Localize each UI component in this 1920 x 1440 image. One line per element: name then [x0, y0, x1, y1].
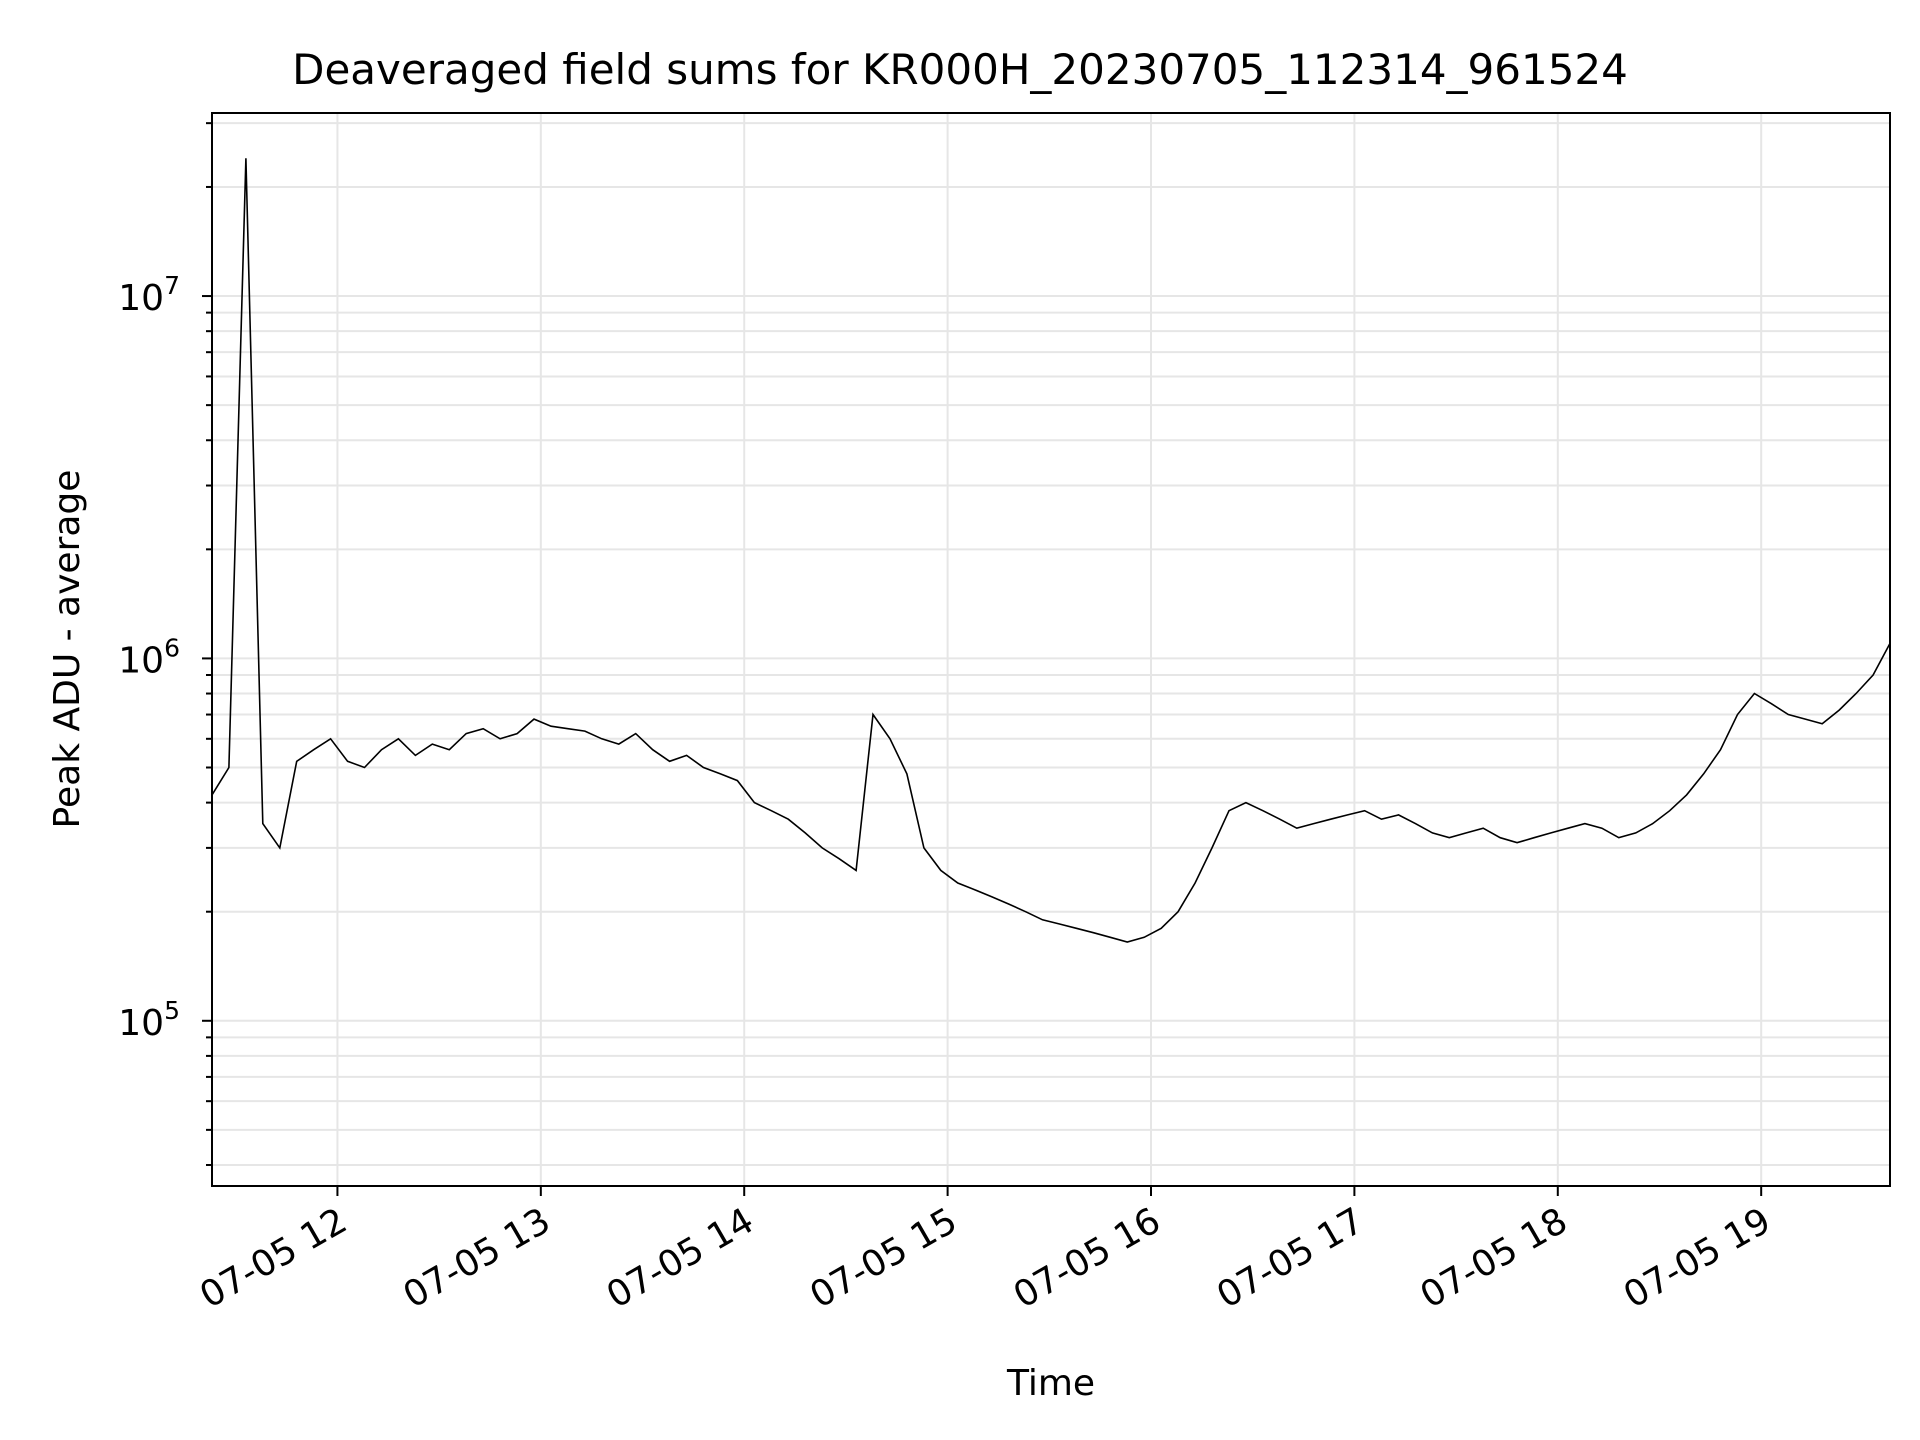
y-tick-label: 107	[118, 271, 180, 319]
plot-frame	[211, 112, 1891, 1187]
chart-title: Deaveraged field sums for KR000H_2023070…	[292, 45, 1628, 94]
x-tick-label: 07-05 13	[397, 1200, 558, 1316]
y-axis-label: Peak ADU - average	[47, 470, 88, 829]
x-tick-label: 07-05 15	[803, 1200, 964, 1316]
series-layer	[211, 158, 1891, 943]
x-axis: 07-05 12 07-05 13 07-05 14 07-05 15 07-05 16…	[193, 1186, 1778, 1317]
x-axis-label: Time	[1006, 1363, 1095, 1404]
y-axis: 105 106 107	[118, 122, 212, 1166]
series-line	[211, 158, 1891, 943]
x-tick-label: 07-05 19	[1617, 1200, 1778, 1316]
grid	[212, 113, 1890, 1186]
x-tick-label: 07-05 18	[1414, 1200, 1575, 1316]
y-tick-label: 106	[118, 633, 180, 681]
y-tick-label: 105	[118, 996, 180, 1044]
x-tick-label: 07-05 12	[193, 1200, 354, 1316]
x-tick-label: 07-05 14	[600, 1200, 761, 1316]
x-tick-label: 07-05 17	[1210, 1200, 1371, 1316]
x-tick-label: 07-05 16	[1007, 1200, 1168, 1316]
